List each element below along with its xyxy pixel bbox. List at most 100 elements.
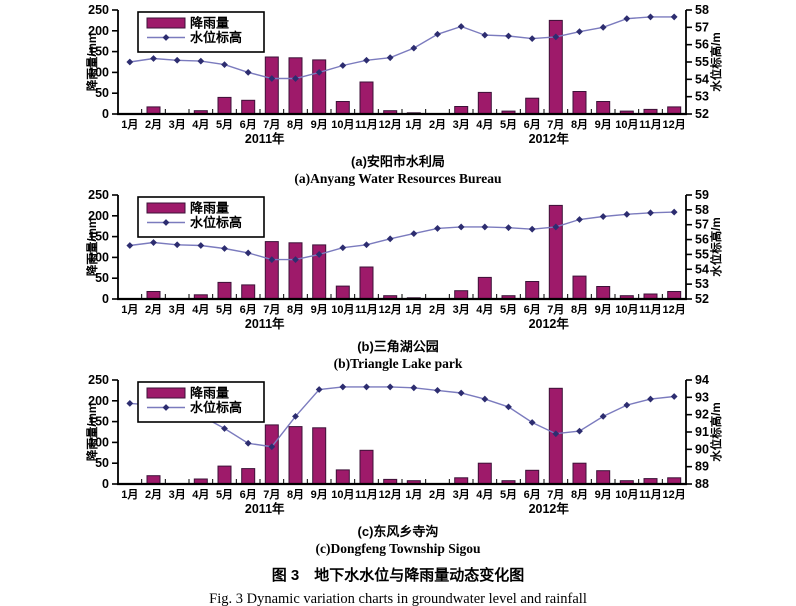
marker (221, 425, 228, 432)
left-tick-label: 150 (88, 415, 109, 429)
month-label: 11月 (355, 488, 378, 501)
marker (197, 57, 205, 65)
left-tick-label: 200 (88, 24, 109, 38)
left-axis-title: 降雨量/mm (85, 403, 99, 461)
marker (599, 413, 607, 420)
marker (647, 395, 654, 403)
month-label: 4月 (476, 303, 493, 316)
month-label: 5月 (216, 118, 233, 131)
month-label: 10月 (615, 118, 638, 131)
bar (288, 242, 303, 300)
month-label: 9月 (595, 488, 612, 501)
marker (315, 386, 323, 393)
bar (596, 286, 611, 300)
month-label: 5月 (216, 488, 233, 501)
marker (150, 55, 157, 62)
month-label: 1月 (405, 118, 422, 131)
left-tick-label: 100 (88, 65, 109, 79)
left-tick-label: 100 (88, 435, 109, 449)
marker (363, 56, 370, 64)
bar (335, 285, 350, 300)
marker (434, 30, 441, 38)
marker (197, 242, 205, 249)
bar (548, 204, 563, 300)
year-label: 2012年 (529, 131, 570, 146)
month-label: 3月 (169, 303, 186, 316)
month-label: 3月 (453, 118, 470, 131)
month-label: 10月 (615, 303, 638, 316)
chart-a-block: 降雨量 水位标高 0 50 100 150 200 250 52 53 54 55 56 57 58 1月 2月… (0, 2, 796, 187)
water-level-line (129, 16, 675, 80)
bar (217, 96, 232, 115)
right-tick-label: 90 (695, 442, 709, 456)
right-tick-label: 54 (695, 262, 709, 276)
marker (339, 244, 347, 252)
legend-rain-swatch (146, 387, 186, 399)
month-label: 5月 (216, 303, 233, 316)
month-label: 7月 (263, 118, 280, 131)
right-axis-title: 水位标高/m (709, 217, 723, 276)
month-label: 8月 (571, 118, 588, 131)
right-tick-label: 93 (695, 390, 709, 404)
bar (454, 290, 469, 300)
bar (264, 56, 279, 115)
bar (288, 426, 303, 485)
month-label: 1月 (405, 488, 422, 501)
year-label: 2012年 (529, 501, 570, 516)
month-label: 1月 (121, 118, 138, 131)
chart-b-block: 降雨量 水位标高 0 50 100 150 200 250 52 53 54 55 56 57 58 59 1月… (0, 187, 796, 372)
marker (221, 61, 228, 68)
month-label: 2月 (145, 303, 162, 316)
figure-caption-en: Fig. 3 Dynamic variation charts in groun… (209, 591, 587, 606)
left-tick-label: 250 (88, 373, 109, 387)
marker (339, 383, 347, 391)
axes-group: 0 50 100 150 200 250 52 53 54 55 56 57 58 1月 2月 3月 4月 5月 6… (85, 3, 723, 146)
right-tick-label: 52 (695, 107, 709, 121)
bar (525, 469, 540, 485)
legend-rain-label: 降雨量 (190, 16, 229, 31)
month-label: 3月 (453, 303, 470, 316)
right-axis-title: 水位标高/m (709, 402, 723, 461)
month-label: 10月 (331, 118, 354, 131)
water-level-line (129, 386, 675, 448)
month-label: 3月 (169, 118, 186, 131)
right-tick-label: 91 (695, 425, 709, 439)
right-tick-label: 53 (695, 277, 709, 291)
month-label: 10月 (615, 488, 638, 501)
bar (146, 291, 161, 300)
legend-rain-label: 降雨量 (190, 386, 229, 401)
marker (126, 242, 134, 249)
bar (596, 470, 611, 485)
marker (363, 383, 370, 391)
month-label: 2月 (145, 488, 162, 501)
marker (292, 413, 299, 420)
year-label: 2012年 (529, 316, 570, 331)
left-tick-label: 150 (88, 230, 109, 244)
month-label: 6月 (240, 488, 257, 501)
bars-group (146, 19, 682, 115)
chart-b-caption-zh: (b)三角湖公园 (357, 339, 439, 354)
month-label: 8月 (287, 303, 304, 316)
bar (312, 427, 327, 485)
water-level-line (129, 211, 675, 261)
month-label: 5月 (500, 488, 517, 501)
marker (670, 208, 678, 216)
month-label: 9月 (311, 488, 328, 501)
legend-level-label: 水位标高 (190, 400, 242, 415)
chart-c-caption-zh: (c)东风乡寺沟 (357, 524, 439, 539)
month-label: 10月 (331, 303, 354, 316)
left-tick-label: 0 (102, 477, 109, 491)
marker (410, 384, 418, 392)
marker (481, 31, 489, 39)
month-label: 6月 (524, 118, 541, 131)
bar (288, 57, 303, 115)
bar (525, 281, 540, 300)
month-label: 12月 (379, 488, 402, 501)
left-tick-label: 250 (88, 3, 109, 17)
right-tick-label: 55 (695, 55, 709, 69)
marker (173, 56, 181, 64)
marker (481, 395, 489, 403)
year-label: 2011年 (245, 501, 285, 516)
month-label: 6月 (240, 303, 257, 316)
